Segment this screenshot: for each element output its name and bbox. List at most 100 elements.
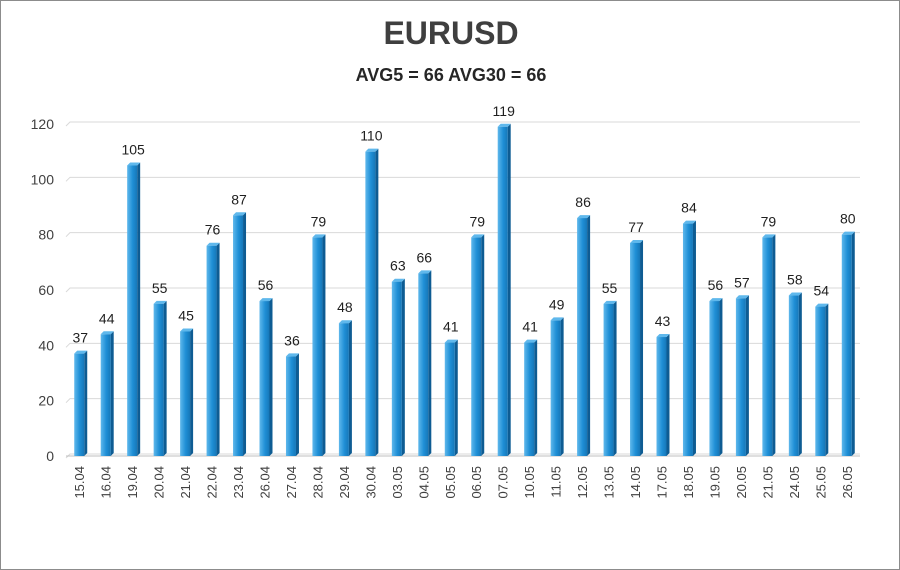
data-label: 79 <box>469 213 485 229</box>
x-tick-label: 21.05 <box>760 466 775 499</box>
data-label: 105 <box>121 142 145 158</box>
x-tick-label: 30.04 <box>363 466 378 499</box>
data-labels: 37 44 105 55 45 76 87 56 36 79 48 110 63 66 41 79 119 41 4… <box>72 103 855 349</box>
x-tick-label: 28.04 <box>310 466 325 499</box>
x-tick-label: 26.04 <box>258 466 273 499</box>
bar <box>550 317 564 456</box>
x-tick-label: 18.05 <box>681 466 696 499</box>
x-tick-label: 12.05 <box>575 466 590 499</box>
y-tick-label: 60 <box>38 282 54 298</box>
x-tick-label: 20.04 <box>152 466 167 499</box>
data-label: 119 <box>493 103 516 119</box>
bar <box>391 278 405 456</box>
data-label: 63 <box>390 258 406 274</box>
y-tick-label: 120 <box>31 116 55 132</box>
chart-title: EURUSD <box>383 15 519 51</box>
gridline <box>65 342 860 348</box>
gridline <box>65 121 860 127</box>
data-label: 54 <box>814 283 830 299</box>
data-label: 48 <box>337 299 353 315</box>
bar <box>74 350 88 456</box>
bar <box>630 239 644 456</box>
bar <box>180 328 194 456</box>
gridline <box>65 232 860 238</box>
x-tick-label: 15.04 <box>72 466 87 499</box>
bar <box>603 300 617 456</box>
x-tick-label: 26.05 <box>840 466 855 499</box>
bar <box>656 334 670 456</box>
bar <box>365 148 379 456</box>
data-label: 86 <box>575 194 591 210</box>
gridline <box>65 398 860 404</box>
y-tick-label: 40 <box>38 337 54 353</box>
data-label: 84 <box>681 200 697 216</box>
bar <box>735 295 749 456</box>
x-tick-label: 13.05 <box>602 466 617 499</box>
data-label: 56 <box>258 277 274 293</box>
bar <box>338 320 352 456</box>
x-tick-label: 14.05 <box>628 466 643 499</box>
x-axis: 15.04 16.04 19.04 20.04 21.04 22.04 23.04 26.04… <box>72 466 855 499</box>
data-label: 76 <box>205 222 221 238</box>
x-tick-label: 04.05 <box>416 466 431 499</box>
data-label: 44 <box>99 310 115 326</box>
gridline <box>65 453 860 459</box>
bar <box>841 231 855 456</box>
data-label: 80 <box>840 211 856 227</box>
x-tick-label: 17.05 <box>655 466 670 499</box>
data-label: 41 <box>522 319 538 335</box>
y-tick-label: 80 <box>38 227 54 243</box>
data-label: 66 <box>417 249 433 265</box>
bar <box>709 298 723 456</box>
data-label: 110 <box>360 128 383 144</box>
data-label: 43 <box>655 313 671 329</box>
bar <box>682 220 696 456</box>
x-tick-label: 20.05 <box>734 466 749 499</box>
data-label: 56 <box>708 277 724 293</box>
y-tick-label: 100 <box>31 171 55 187</box>
data-label: 37 <box>72 330 88 346</box>
x-tick-label: 19.05 <box>707 466 722 499</box>
bar <box>444 339 458 456</box>
x-tick-label: 21.04 <box>178 466 193 499</box>
bar <box>577 215 591 456</box>
chart-subtitle: AVG5 = 66 AVG30 = 66 <box>355 65 547 85</box>
data-label: 55 <box>602 280 618 296</box>
bar <box>788 292 802 456</box>
bar <box>497 123 511 457</box>
bar <box>312 234 326 456</box>
x-tick-label: 19.04 <box>125 466 140 499</box>
bar <box>259 298 273 456</box>
data-label: 79 <box>761 213 777 229</box>
x-tick-label: 22.04 <box>205 466 220 499</box>
bar <box>127 162 141 456</box>
bar <box>471 234 485 456</box>
x-tick-label: 11.05 <box>549 466 564 498</box>
bar <box>524 339 538 456</box>
x-tick-label: 25.05 <box>813 466 828 499</box>
data-label: 57 <box>734 274 750 290</box>
x-tick-label: 16.04 <box>99 466 114 499</box>
bar <box>418 270 432 456</box>
gridline <box>65 287 860 293</box>
data-label: 58 <box>787 272 803 288</box>
bar <box>153 300 167 456</box>
y-tick-label: 0 <box>46 448 54 464</box>
gridlines <box>65 121 860 459</box>
y-axis: 0 20 40 60 80 100 120 <box>31 116 860 464</box>
data-label: 77 <box>628 219 644 235</box>
data-label: 87 <box>231 191 247 207</box>
x-tick-label: 29.04 <box>337 466 352 499</box>
data-label: 55 <box>152 280 168 296</box>
y-tick-label: 20 <box>38 393 54 409</box>
bars <box>74 123 855 457</box>
data-label: 79 <box>311 213 327 229</box>
bar <box>206 242 220 456</box>
data-label: 36 <box>284 332 300 348</box>
x-tick-label: 03.05 <box>390 466 405 499</box>
data-label: 41 <box>443 319 459 335</box>
bar <box>285 353 299 456</box>
data-label: 49 <box>549 296 565 312</box>
